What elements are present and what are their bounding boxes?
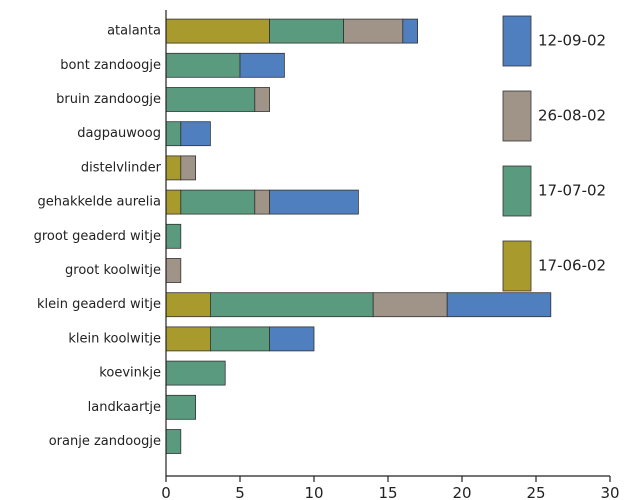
bar-segment — [165, 121, 182, 147]
bar-segment — [165, 223, 182, 249]
bar-segment — [269, 189, 359, 215]
category-label: bruin zandoogje — [56, 92, 161, 107]
bar-segment — [165, 155, 182, 181]
bar-segment — [254, 189, 271, 215]
bar-segment — [165, 394, 197, 420]
legend-swatch — [502, 165, 532, 217]
bar-segment — [165, 87, 256, 112]
bar-segment — [165, 18, 270, 44]
x-tick-label: 25 — [526, 484, 545, 500]
category-label: distelvlinder — [81, 160, 162, 175]
bar-segment — [446, 292, 552, 318]
legend-swatch — [502, 90, 532, 142]
bar-segment — [209, 326, 270, 352]
category-label: groot koolwitje — [65, 263, 161, 278]
category-label: klein geaderd witje — [37, 297, 161, 312]
legend: 12-09-02 26-08-02 17-07-02 17-06-02 — [502, 15, 606, 292]
legend-swatch — [502, 15, 532, 67]
legend-label: 17-07-02 — [538, 182, 606, 200]
legend-label: 12-09-02 — [538, 32, 606, 50]
category-label: klein koolwitje — [68, 331, 161, 346]
category-label: koevinkje — [99, 366, 161, 381]
x-tick-label: 5 — [235, 484, 245, 500]
bar-segment — [165, 189, 182, 215]
x-tick-label: 30 — [600, 484, 619, 500]
bar-segment — [180, 189, 256, 215]
bar-segment — [165, 429, 182, 454]
category-labels: atalanta bont zandoogje bruin zandoogje dag… — [34, 24, 162, 449]
bar-segment — [269, 18, 345, 44]
category-label: landkaartje — [88, 400, 161, 415]
legend-label: 17-06-02 — [538, 257, 606, 275]
bars-group — [165, 18, 552, 454]
category-label: gehakkelde aurelia — [38, 195, 162, 210]
bar-segment — [239, 52, 285, 78]
legend-label: 26-08-02 — [538, 107, 606, 125]
category-label: atalanta — [107, 24, 161, 39]
bar-segment — [165, 52, 241, 78]
x-tick-label: 15 — [378, 484, 397, 500]
bar-segment — [165, 258, 182, 283]
category-label: oranje zandoogje — [49, 434, 161, 449]
bar-segment — [372, 292, 448, 318]
legend-swatch — [502, 240, 532, 292]
bar-segment — [343, 18, 404, 44]
category-label: groot geaderd witje — [34, 229, 161, 244]
x-axis-ticks: 0 5 10 15 20 25 30 — [161, 476, 620, 500]
x-tick-label: 0 — [161, 484, 171, 500]
bar-segment — [165, 360, 226, 386]
category-label: bont zandoogje — [60, 58, 161, 73]
category-label: dagpauwoog — [77, 126, 161, 141]
bar-segment — [165, 292, 211, 318]
bar-segment — [269, 326, 315, 352]
bar-segment — [180, 155, 197, 181]
bar-segment — [180, 121, 211, 147]
bar-segment — [402, 18, 418, 44]
bar-segment — [254, 87, 271, 112]
x-tick-label: 20 — [452, 484, 471, 500]
x-tick-label: 10 — [304, 484, 323, 500]
bar-segment — [165, 326, 211, 352]
bar-segment — [209, 292, 374, 318]
